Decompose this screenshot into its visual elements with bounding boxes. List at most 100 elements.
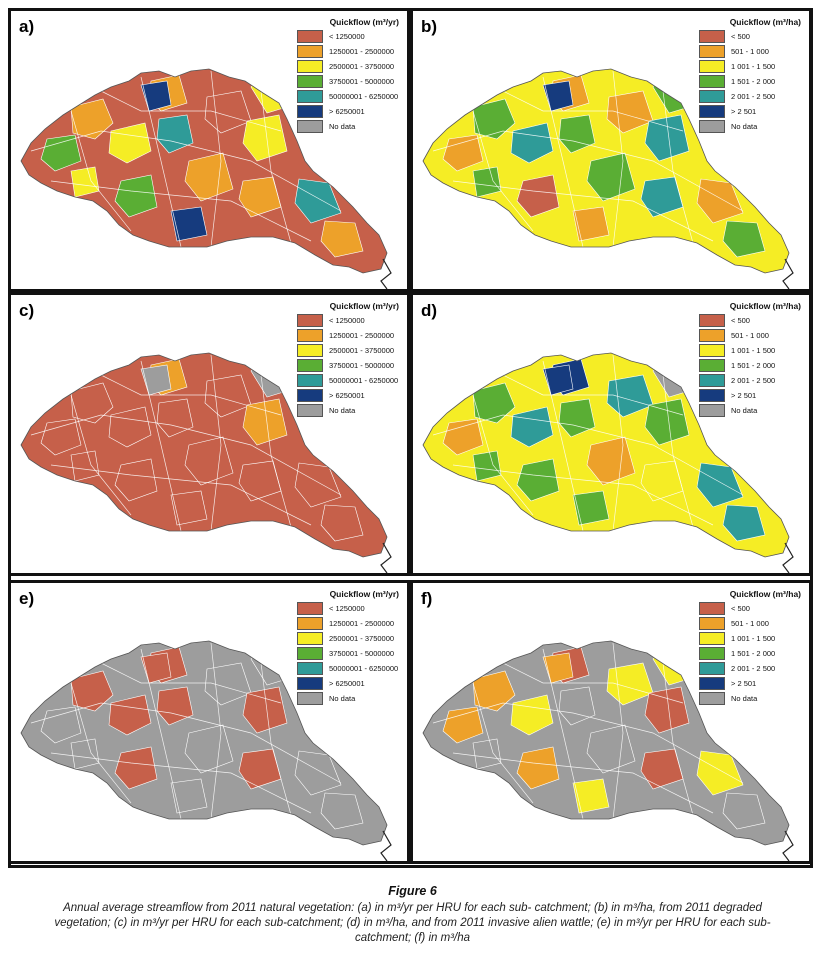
coastline-icon [380, 258, 392, 289]
sub-catchment [70, 670, 114, 712]
sub-catchment [510, 694, 554, 736]
legend-swatch [297, 90, 323, 103]
legend-item: 50000001 - 6250000 [297, 661, 399, 676]
legend-item: 1 001 - 1 500 [699, 59, 801, 74]
legend-label: 2500001 - 3750000 [329, 62, 395, 71]
legend-label: 3750001 - 5000000 [329, 361, 395, 370]
legend-swatch [699, 75, 725, 88]
legend-item: 1 001 - 1 500 [699, 343, 801, 358]
legend-title: Quickflow (m³/ha) [729, 17, 801, 27]
legend-label: < 500 [731, 316, 750, 325]
legend-label: No data [329, 122, 356, 131]
sub-catchment [572, 490, 610, 526]
legend-item: 2 001 - 2 500 [699, 89, 801, 104]
panel-label: f) [421, 589, 433, 608]
sub-catchment [542, 80, 574, 112]
legend-swatch [297, 374, 323, 387]
legend-swatch [297, 344, 323, 357]
legend-label: 2500001 - 3750000 [329, 346, 395, 355]
legend-swatch [699, 45, 725, 58]
legend-item: 3750001 - 5000000 [297, 646, 399, 661]
legend-swatch [297, 617, 323, 630]
figure-caption: Figure 6 Annual average streamflow from … [40, 884, 785, 946]
catchment-outline [20, 352, 388, 558]
sub-catchment [170, 490, 208, 526]
sub-catchment [156, 686, 194, 726]
legend-label: 1250001 - 2500000 [329, 331, 395, 340]
legend-swatch [297, 389, 323, 402]
legend-swatch [699, 662, 725, 675]
legend-label: 1 501 - 2 000 [731, 77, 776, 86]
figure-caption-text: Annual average streamflow from 2011 natu… [54, 902, 771, 944]
legend-swatch [699, 344, 725, 357]
legend-item: 1250001 - 2500000 [297, 328, 399, 343]
legend-item: > 2 501 [699, 676, 801, 691]
legend-label: > 6250001 [329, 679, 365, 688]
sub-catchment [242, 398, 288, 446]
sub-catchment [442, 706, 484, 744]
catchment-map [20, 352, 392, 573]
catchment-outline [422, 352, 790, 558]
legend-item: < 500 [699, 601, 801, 616]
legend-item: 2 001 - 2 500 [699, 661, 801, 676]
sub-catchment [516, 174, 560, 218]
coastline-icon [782, 542, 794, 573]
sub-catchment [558, 114, 596, 154]
sub-catchment [696, 750, 744, 796]
legend-label: < 1250000 [329, 32, 365, 41]
sub-catchment [70, 98, 114, 140]
sub-catchment [572, 206, 610, 242]
legend-swatch [297, 105, 323, 118]
legend-label: > 2 501 [731, 391, 757, 400]
legend-label: > 2 501 [731, 107, 757, 116]
legend-label: 3750001 - 5000000 [329, 77, 395, 86]
legend-item: No data [297, 403, 399, 418]
sub-catchment [696, 462, 744, 508]
legend-label: > 6250001 [329, 391, 365, 400]
legend-swatch [297, 662, 323, 675]
sub-catchment [140, 80, 172, 112]
legend-swatch [699, 60, 725, 73]
legend-label: < 500 [731, 32, 750, 41]
legend-label: 2 001 - 2 500 [731, 92, 776, 101]
legend-label: No data [329, 694, 356, 703]
legend-swatch [699, 404, 725, 417]
legend-swatch [699, 647, 725, 660]
legend-label: 1250001 - 2500000 [329, 47, 395, 56]
legend-swatch [297, 692, 323, 705]
legend-label: No data [731, 406, 758, 415]
figure-title: Figure 6 [388, 884, 437, 898]
catchment-outline [422, 640, 790, 846]
sub-catchment [320, 792, 364, 830]
sub-catchment [156, 114, 194, 154]
map-panel: e) Quickflow (m³/yr) < 1250000 1250001 - 25… [8, 580, 410, 864]
map-legend: Quickflow (m³/yr) < 1250000 1250001 - 2500… [297, 301, 399, 418]
legend-item: 2500001 - 3750000 [297, 59, 399, 74]
legend-label: < 1250000 [329, 316, 365, 325]
legend-item: 501 - 1 000 [699, 44, 801, 59]
legend-swatch [699, 90, 725, 103]
legend-item: 3750001 - 5000000 [297, 74, 399, 89]
legend-item: No data [699, 691, 801, 706]
panel-label: c) [19, 301, 35, 320]
legend-label: 1 501 - 2 000 [731, 361, 776, 370]
sub-catchment [572, 778, 610, 814]
sub-catchment [640, 176, 684, 218]
map-panel: c) Quickflow (m³/yr) < 1250000 1250001 - 25… [8, 292, 410, 576]
coastline-icon [782, 258, 794, 289]
legend-label: < 500 [731, 604, 750, 613]
sub-catchment [108, 122, 152, 164]
sub-catchment [472, 670, 516, 712]
sub-catchment [170, 778, 208, 814]
catchment-map [20, 68, 392, 289]
sub-catchment [156, 398, 194, 438]
legend-label: 501 - 1 000 [731, 47, 769, 56]
legend-item: 1 501 - 2 000 [699, 646, 801, 661]
legend-title: Quickflow (m³/yr) [329, 17, 399, 27]
legend-item: No data [297, 119, 399, 134]
legend-item: 1 501 - 2 000 [699, 74, 801, 89]
legend-label: 501 - 1 000 [731, 331, 769, 340]
sub-catchment [472, 382, 516, 424]
legend-item: 501 - 1 000 [699, 328, 801, 343]
sub-catchment [108, 694, 152, 736]
